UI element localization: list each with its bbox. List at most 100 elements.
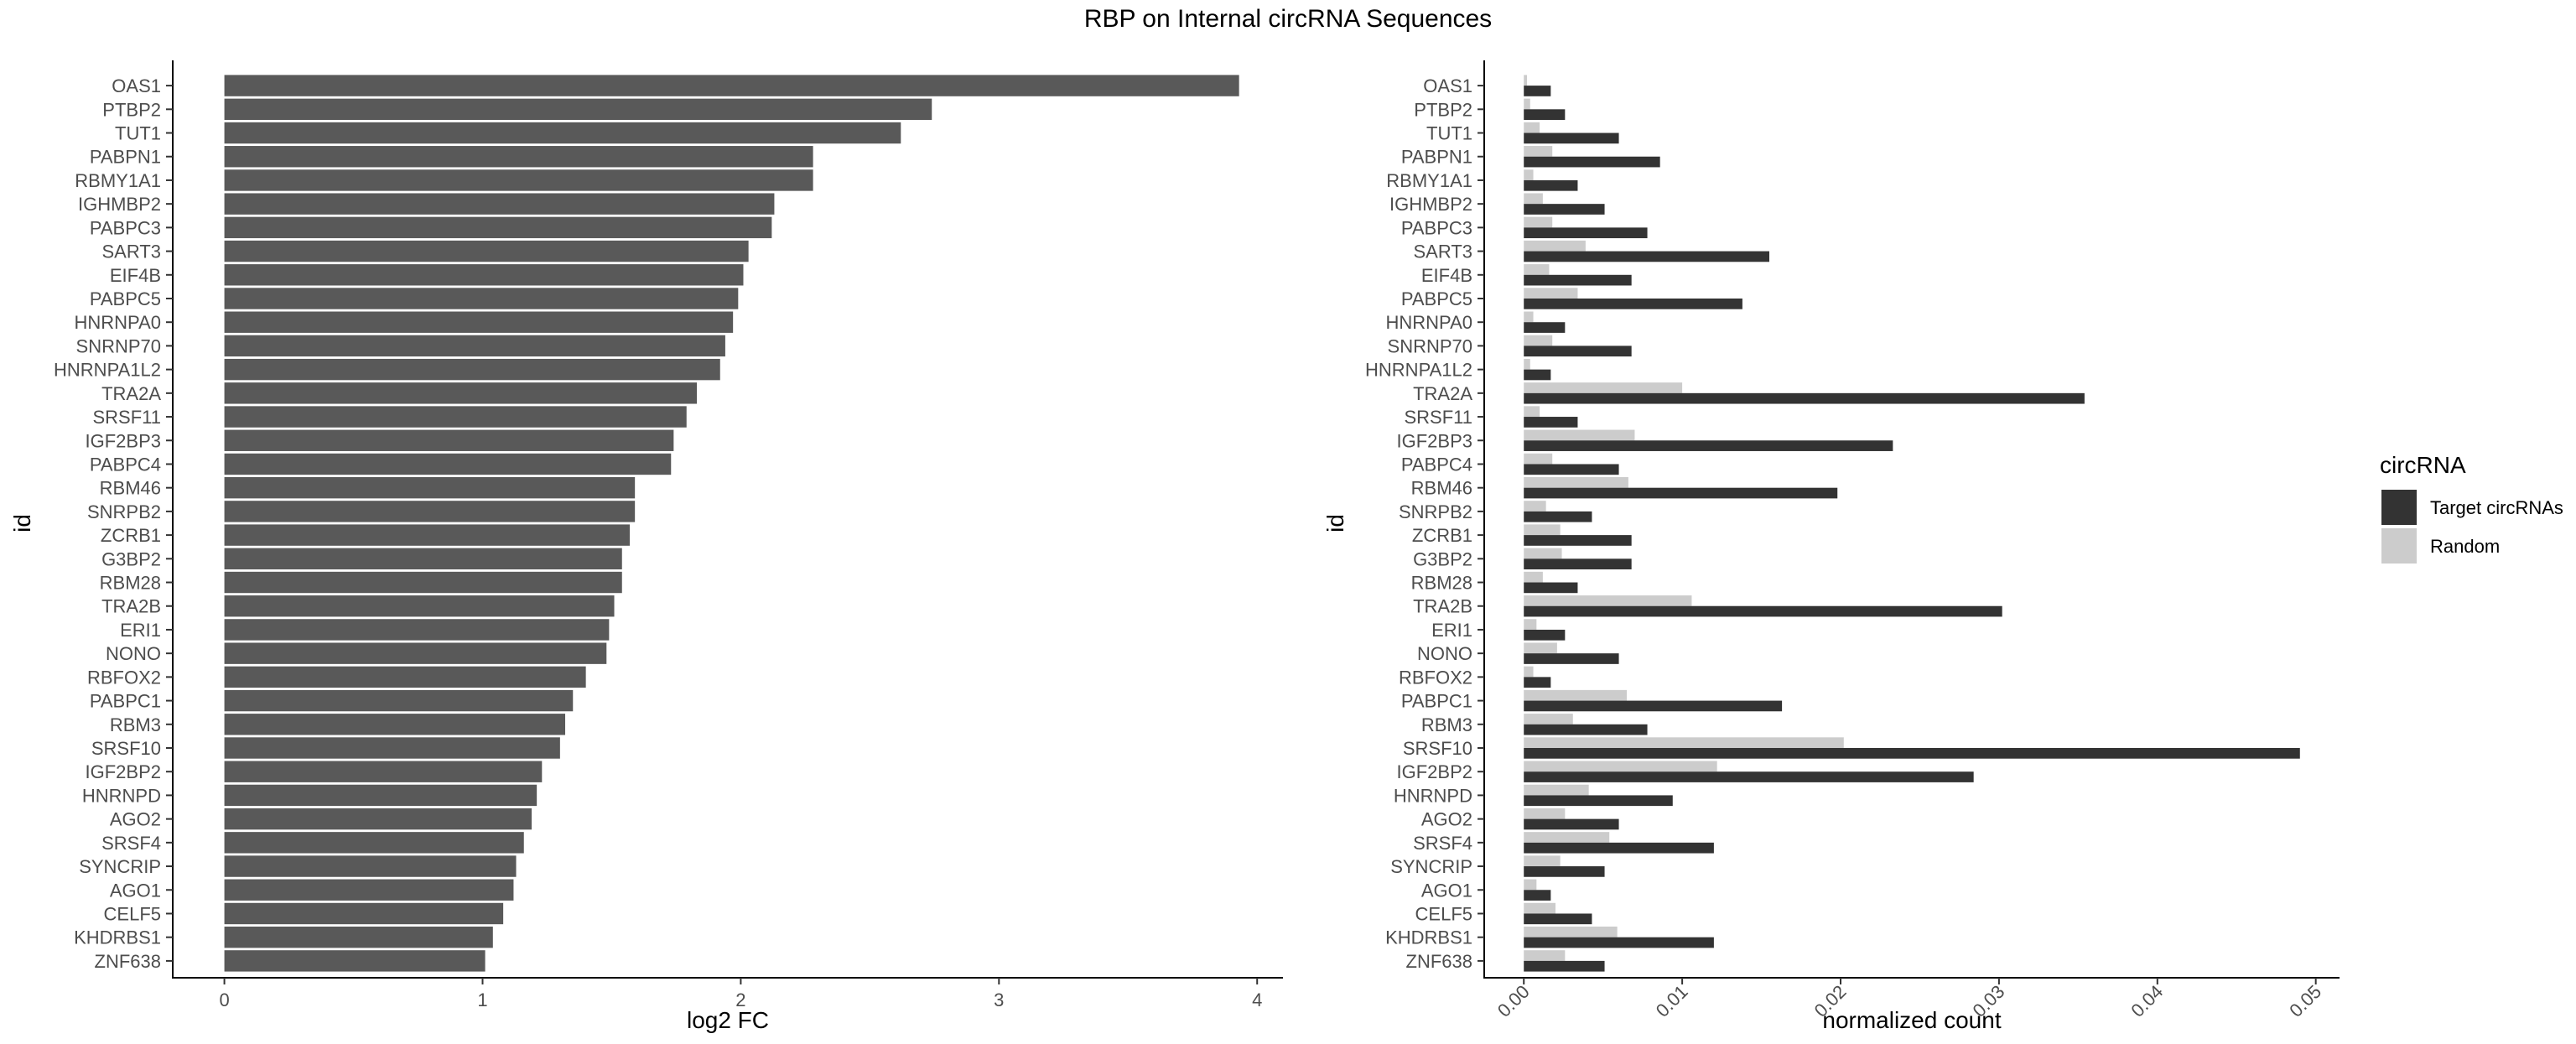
bar-target-srsf11: [1524, 417, 1578, 428]
bar-random-tra2a: [1524, 382, 1683, 393]
y-tick-label-tut1: TUT1: [115, 123, 161, 144]
bar-igf2bp2: [224, 761, 543, 782]
bar-random-khdrbs1: [1524, 926, 1618, 938]
bar-hnrnpa1l2: [224, 358, 720, 381]
bar-target-pabpc3: [1524, 227, 1648, 239]
y-tick-label-rbm46: RBM46: [1411, 478, 1472, 499]
bar-target-celf5: [1524, 913, 1592, 925]
y-tick-label-srsf10: SRSF10: [1403, 738, 1472, 759]
y-tick-label-khdrbs1: KHDRBS1: [74, 927, 161, 948]
bar-hnrnpd: [224, 784, 538, 807]
x-tick-label: 0.04: [2127, 981, 2167, 1021]
y-tick-label-srsf4: SRSF4: [101, 833, 161, 854]
y-tick-label-eif4b: EIF4B: [1421, 265, 1472, 286]
bar-syncrip: [224, 855, 517, 877]
bar-target-znf638: [1524, 960, 1605, 972]
y-tick-label-ago2: AGO2: [1421, 809, 1472, 830]
y-tick-label-celf5: CELF5: [104, 903, 161, 924]
y-tick-label-pabpc4: PABPC4: [90, 454, 161, 475]
bar-tra2b: [224, 595, 615, 617]
bar-target-tra2b: [1524, 605, 2002, 617]
legend-key-target: [2381, 490, 2417, 525]
bar-target-ptbp2: [1524, 109, 1566, 121]
bar-target-ighmbp2: [1524, 204, 1605, 215]
x-tick-label: 2: [735, 989, 745, 1010]
bar-random-srsf4: [1524, 832, 1610, 843]
y-tick-label-rbm3: RBM3: [1421, 714, 1472, 735]
bar-target-hnrnpa0: [1524, 322, 1566, 333]
y-tick-label-tut1: TUT1: [1426, 123, 1472, 144]
y-axis-title: id: [1322, 514, 1348, 532]
y-tick-label-rbm3: RBM3: [110, 714, 161, 735]
bar-ago2: [224, 808, 532, 830]
chart-title: RBP on Internal circRNA Sequences: [1084, 5, 1492, 33]
bar-target-srsf4: [1524, 842, 1714, 854]
bar-zcrb1: [224, 524, 630, 546]
y-tick-label-eri1: ERI1: [1431, 620, 1472, 641]
y-tick-label-ago1: AGO1: [110, 880, 161, 901]
y-tick-label-pabpc3: PABPC3: [1401, 217, 1472, 238]
bar-target-ago1: [1524, 890, 1551, 901]
x-tick-label: 0: [219, 989, 229, 1010]
bar-target-snrpb2: [1524, 511, 1592, 522]
y-tick-label-pabpc5: PABPC5: [90, 288, 161, 309]
bar-random-ptbp2: [1524, 98, 1530, 110]
y-tick-label-ighmbp2: IGHMBP2: [1389, 194, 1472, 215]
y-tick-label-ptbp2: PTBP2: [102, 99, 161, 120]
bar-target-pabpc1: [1524, 700, 1783, 712]
bar-tra2a: [224, 382, 698, 404]
bar-igf2bp3: [224, 429, 674, 451]
bar-pabpn1: [224, 146, 813, 168]
y-axis-title: id: [9, 514, 35, 532]
bar-target-ago2: [1524, 818, 1619, 830]
bar-target-eif4b: [1524, 274, 1632, 286]
x-tick-label: 3: [994, 989, 1004, 1010]
bar-random-syncrip: [1524, 855, 1561, 867]
bar-target-igf2bp2: [1524, 771, 1974, 782]
bar-eri1: [224, 619, 610, 641]
bar-target-syncrip: [1524, 866, 1605, 877]
y-tick-label-srsf10: SRSF10: [91, 738, 161, 759]
bar-random-snrnp70: [1524, 335, 1553, 346]
x-axis-title: normalized count: [1822, 1007, 2001, 1033]
x-tick-label: 4: [1252, 989, 1262, 1010]
y-tick-label-ago2: AGO2: [110, 809, 161, 830]
y-tick-label-tra2b: TRA2B: [101, 596, 161, 617]
bar-random-pabpn1: [1524, 146, 1553, 157]
bar-random-znf638: [1524, 950, 1566, 961]
bar-target-snrnp70: [1524, 345, 1632, 357]
y-tick-label-nono: NONO: [106, 643, 161, 664]
y-tick-label-snrpb2: SNRPB2: [1399, 501, 1472, 522]
bar-eif4b: [224, 264, 744, 286]
y-tick-label-hnrnpa1l2: HNRNPA1L2: [1365, 360, 1472, 381]
bar-target-khdrbs1: [1524, 937, 1714, 948]
y-tick-label-rbfox2: RBFOX2: [87, 667, 161, 688]
bar-target-rbmy1a1: [1524, 179, 1578, 191]
y-tick-label-celf5: CELF5: [1415, 903, 1472, 924]
bar-target-hnrnpd: [1524, 795, 1673, 807]
bar-random-pabpc4: [1524, 453, 1553, 465]
bar-target-rbm46: [1524, 487, 1838, 499]
x-axis-title: log2 FC: [687, 1007, 769, 1033]
bar-random-ago1: [1524, 879, 1537, 891]
bar-oas1: [224, 75, 1239, 96]
y-tick-label-znf638: ZNF638: [1406, 951, 1472, 972]
y-tick-label-syncrip: SYNCRIP: [1390, 856, 1472, 877]
y-tick-label-tra2b: TRA2B: [1413, 596, 1472, 617]
y-tick-label-snrnp70: SNRNP70: [76, 335, 161, 356]
bar-random-igf2bp2: [1524, 761, 1717, 772]
bar-target-oas1: [1524, 86, 1551, 96]
bar-target-eri1: [1524, 629, 1566, 641]
bar-pabpc4: [224, 453, 672, 475]
y-tick-label-tra2a: TRA2A: [1413, 383, 1472, 404]
legend-label-target: Target circRNAs: [2430, 497, 2563, 518]
bar-nono: [224, 642, 607, 664]
y-tick-label-igf2bp2: IGF2BP2: [86, 761, 161, 782]
y-tick-label-hnrnpa0: HNRNPA0: [1385, 312, 1472, 333]
x-tick-label: 1: [477, 989, 487, 1010]
bar-snrnp70: [224, 335, 725, 357]
y-tick-label-ago1: AGO1: [1421, 880, 1472, 901]
bar-srsf10: [224, 737, 560, 759]
